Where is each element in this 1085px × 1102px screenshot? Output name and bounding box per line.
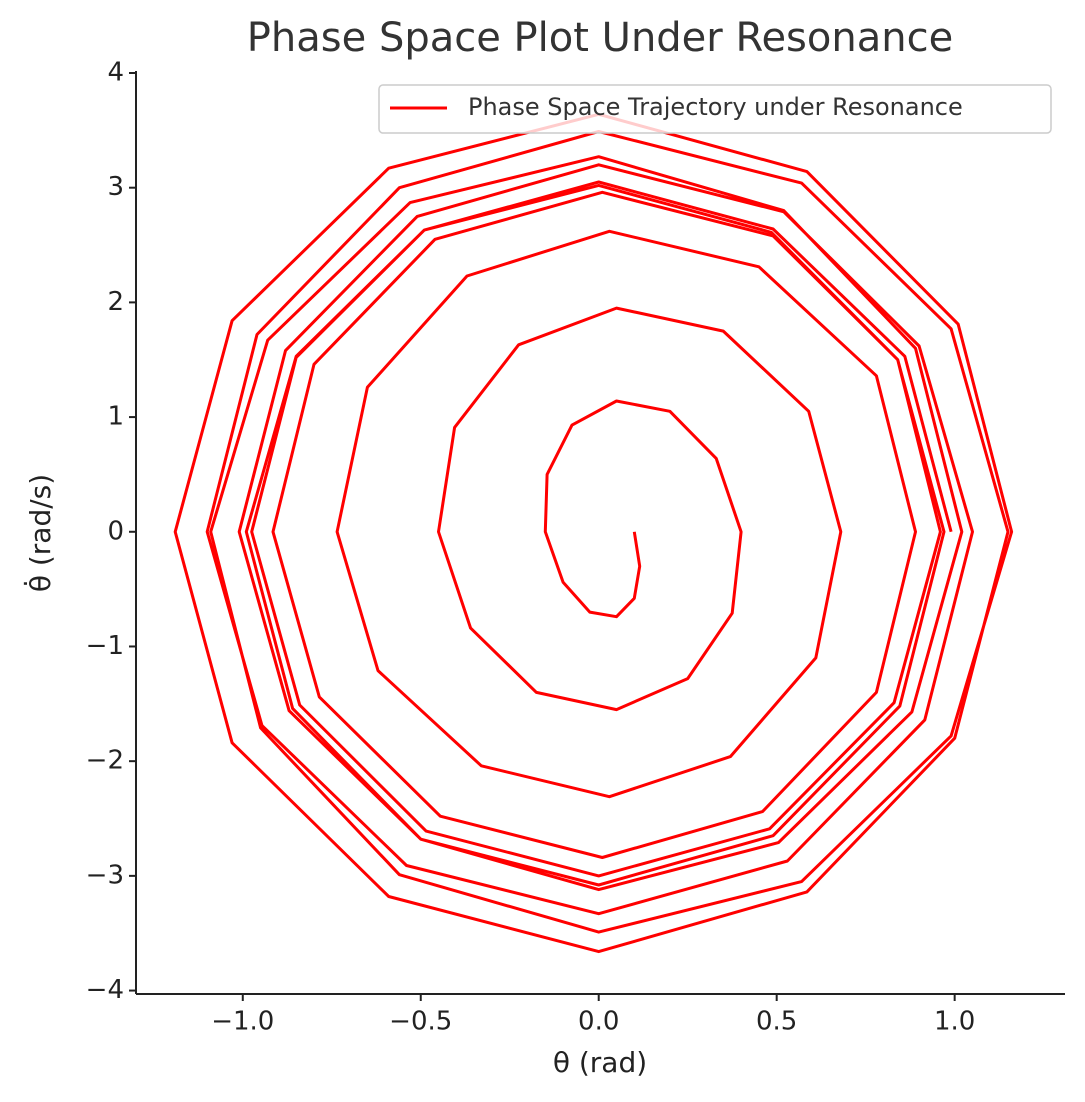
- y-tick-label: −1: [86, 631, 124, 661]
- y-tick-label: 1: [107, 402, 124, 432]
- chart-title: Phase Space Plot Under Resonance: [247, 15, 953, 61]
- x-tick-label: 1.0: [934, 1007, 975, 1037]
- y-tick-label: 0: [107, 516, 124, 546]
- y-tick-label: −4: [86, 975, 124, 1005]
- x-axis-label: θ (rad): [553, 1046, 647, 1079]
- legend-label: Phase Space Trajectory under Resonance: [468, 93, 963, 121]
- x-tick-label: −1.0: [211, 1007, 274, 1037]
- y-tick-label: −2: [86, 746, 124, 776]
- y-tick-label: 4: [107, 58, 124, 88]
- y-tick-label: 3: [107, 172, 124, 202]
- x-tick-label: 0.5: [756, 1007, 797, 1037]
- legend-box: [378, 84, 1052, 134]
- y-axis-label: θ̇ (rad/s): [23, 474, 57, 592]
- y-tick-label: −3: [86, 860, 124, 890]
- x-tick-label: −0.5: [389, 1007, 452, 1037]
- trajectory-line: [173, 112, 1014, 954]
- y-tick-label: 2: [107, 287, 124, 317]
- x-tick-label: 0.0: [578, 1007, 619, 1037]
- legend: Phase Space Trajectory under Resonance: [378, 84, 1052, 134]
